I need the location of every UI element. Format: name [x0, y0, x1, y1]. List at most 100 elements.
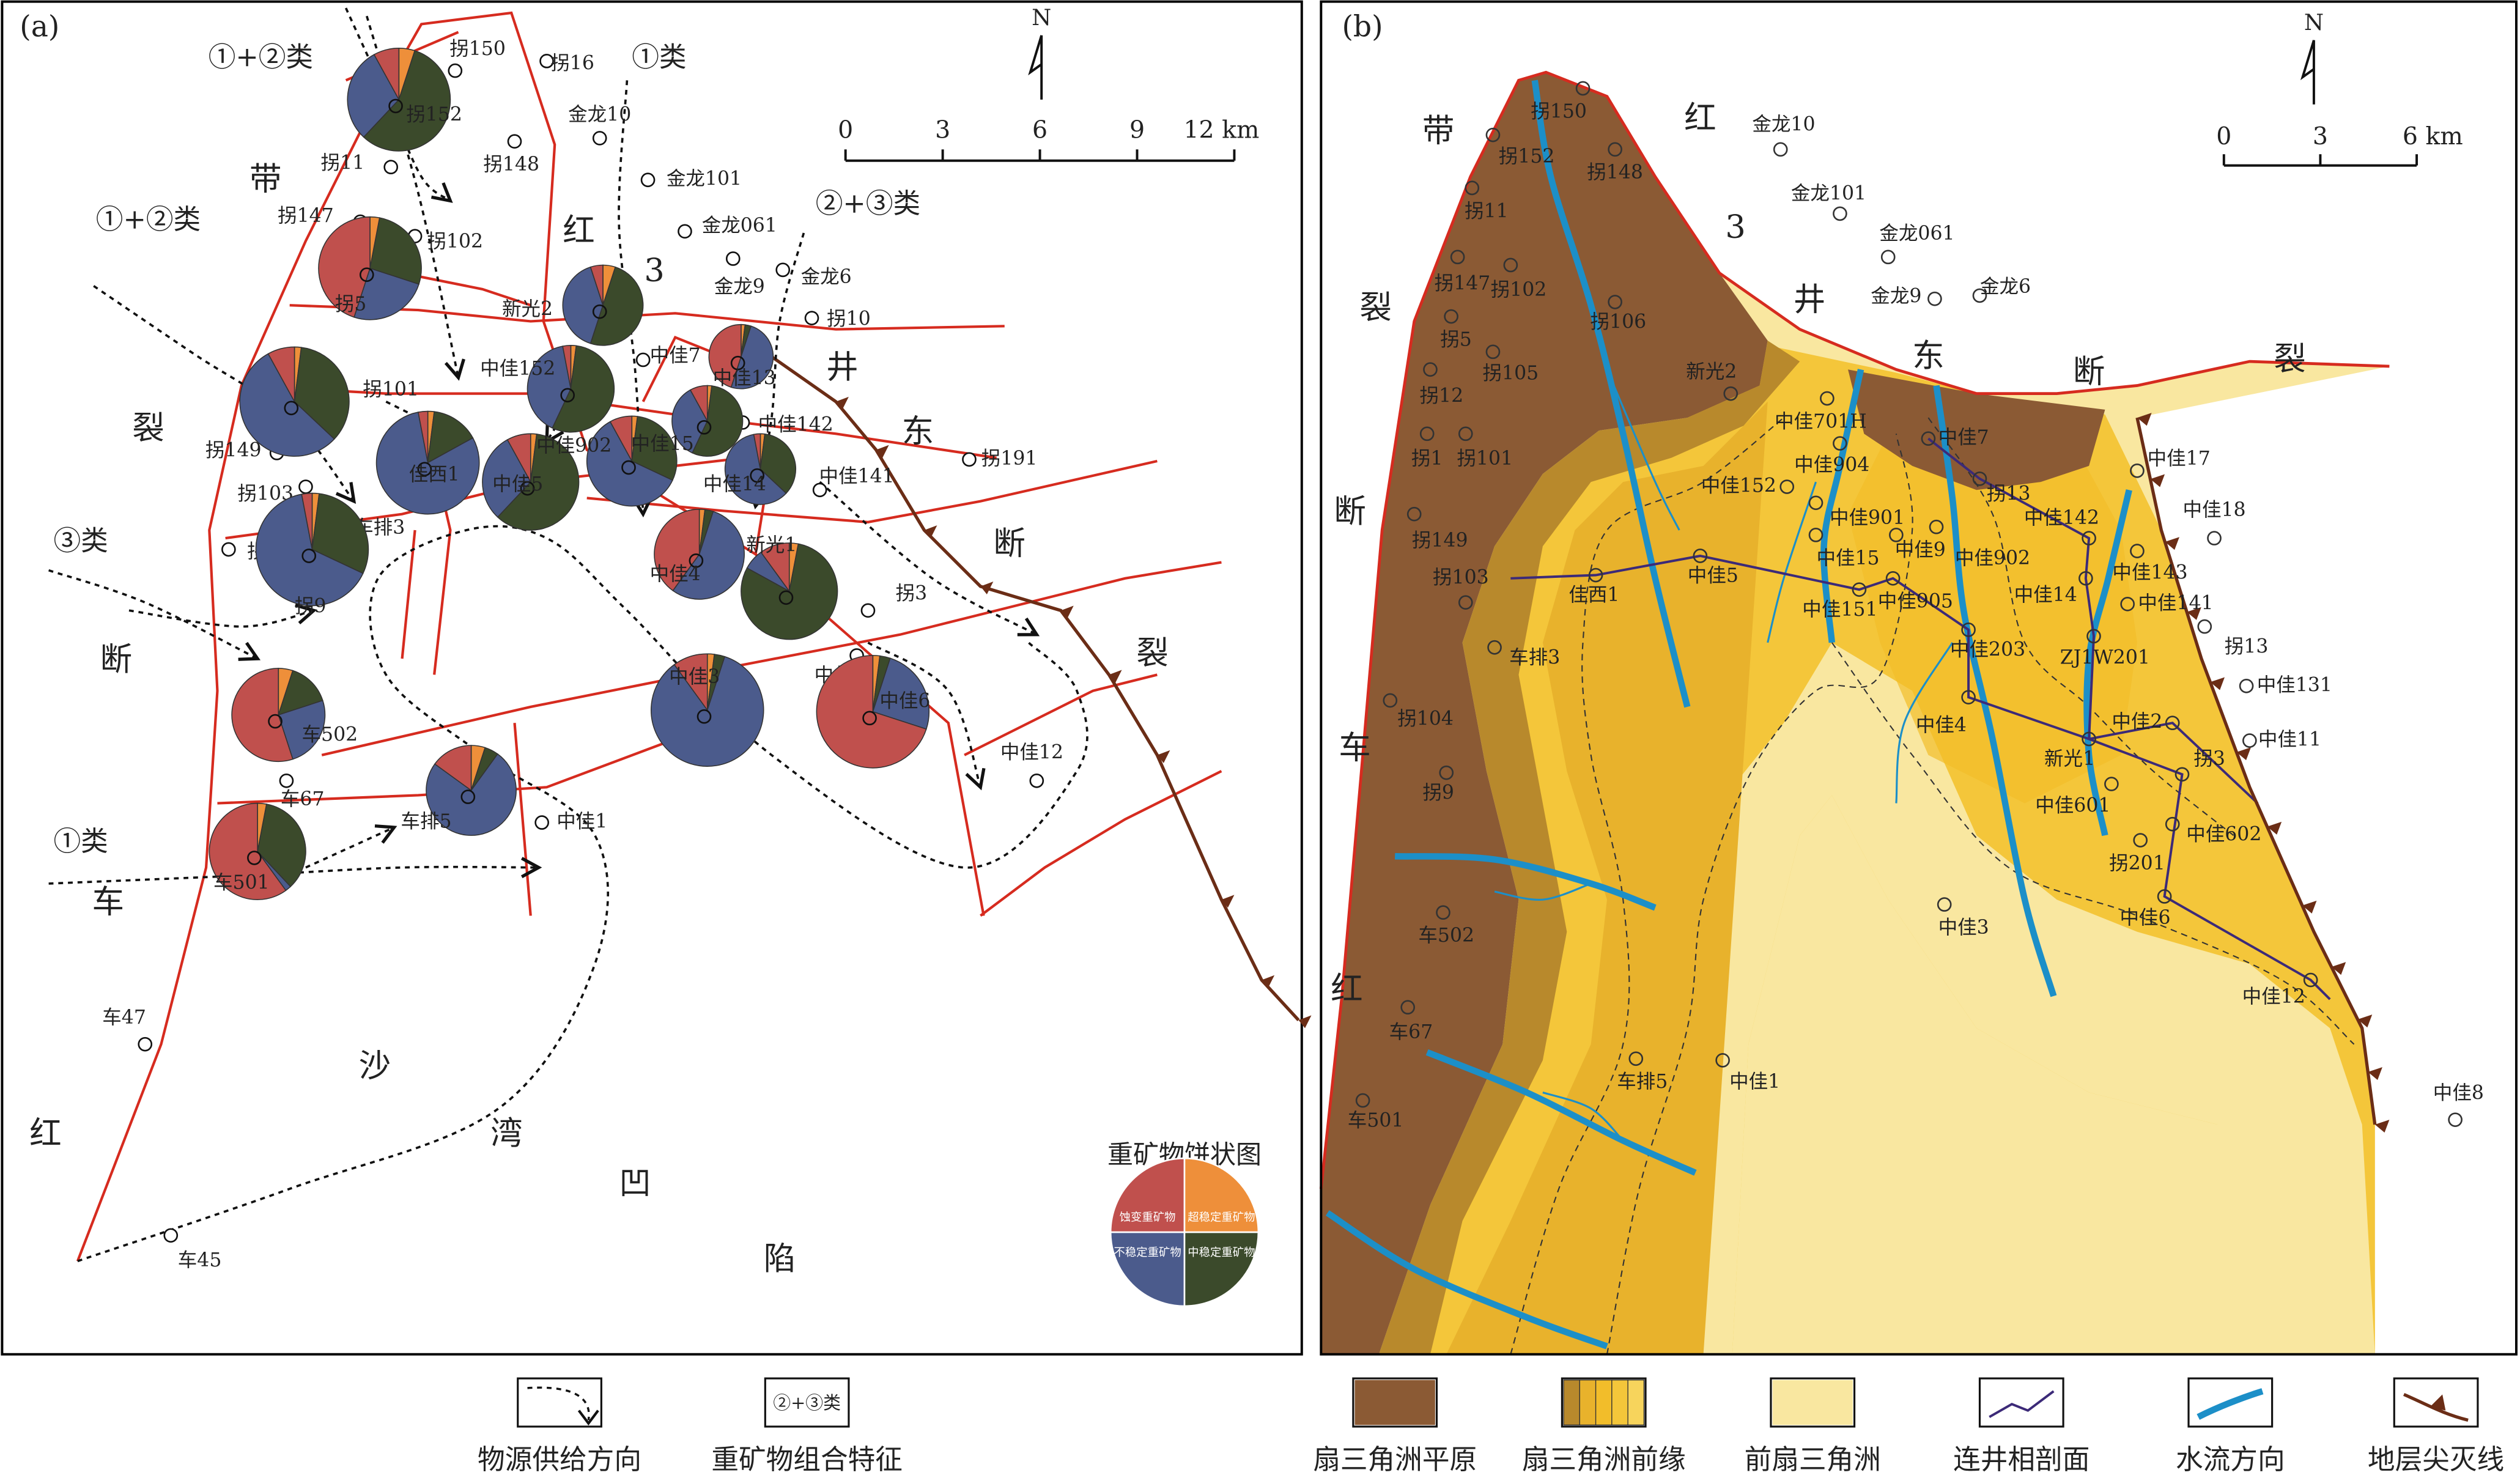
arrow-head — [1017, 617, 1040, 637]
pinch-out-tooth — [924, 525, 937, 539]
well — [1444, 309, 1458, 324]
pie-label: 新光1 — [746, 534, 797, 556]
flow-direction — [1395, 853, 1657, 911]
arrow-head — [430, 182, 453, 203]
well — [1921, 431, 1936, 446]
pro-delta-area — [1732, 795, 2375, 1354]
pinch-out-tooth — [2357, 1014, 2373, 1028]
region-label: 沙 — [359, 1048, 391, 1085]
legend-supply-arrow — [527, 1386, 590, 1421]
region-label: 红 — [1331, 970, 1363, 1007]
pie-sector — [552, 345, 615, 433]
scale-tick-label: 0 — [838, 116, 853, 144]
pie-sector — [562, 345, 572, 389]
region-label: 凹 — [619, 1164, 651, 1202]
well — [1608, 295, 1622, 309]
well-label: 中佳3 — [1938, 917, 1989, 939]
region-label: 车 — [92, 884, 125, 921]
pinch-out-tooth — [1221, 895, 1235, 908]
well — [860, 603, 876, 618]
legend-pinch-tooth — [2429, 1394, 2446, 1411]
well — [2303, 972, 2318, 988]
well — [862, 711, 877, 726]
pie-label: 车排5 — [401, 811, 451, 833]
legend-swatch — [1611, 1380, 1628, 1425]
pie-label: 新光2 — [502, 298, 553, 320]
well-label: 中佳11 — [2258, 729, 2321, 751]
legend-flow — [2197, 1388, 2264, 1420]
well — [507, 134, 522, 149]
pie-legend-sector — [1109, 1231, 1186, 1307]
well — [1972, 471, 1987, 486]
well — [778, 590, 794, 605]
facies-contour — [1927, 417, 2234, 836]
well — [1400, 1000, 1416, 1015]
pinch-out-tooth — [2187, 607, 2201, 620]
legend-swatch — [1772, 1380, 1853, 1425]
pie-label: 中佳14 — [703, 473, 766, 495]
region-label: 车 — [1339, 729, 1371, 766]
well-label: 中佳7 — [650, 345, 701, 367]
scale-tick-label: 6 — [1032, 116, 1048, 144]
well — [1885, 571, 1901, 586]
pinch-out-tooth — [835, 396, 849, 410]
pie-sector — [231, 668, 294, 763]
well — [592, 304, 607, 319]
well — [1929, 519, 1944, 534]
well — [1458, 426, 1473, 442]
well — [284, 401, 299, 416]
well — [750, 468, 765, 483]
well — [2165, 715, 2180, 731]
well — [448, 63, 463, 78]
well — [2165, 816, 2180, 832]
well — [2086, 629, 2101, 644]
pinch-out-tooth — [1109, 670, 1122, 683]
pie-label: 中佳3 — [669, 666, 720, 688]
fault-line — [513, 723, 532, 916]
well — [725, 251, 741, 266]
well-label: 拐150 — [449, 38, 506, 60]
north-label: N — [2304, 9, 2324, 35]
pie-sector — [311, 493, 369, 574]
legend-label: 重矿物组合特征 — [711, 1444, 903, 1476]
pinch-out-tooth — [1298, 1015, 1312, 1029]
legend-swatch — [1579, 1380, 1597, 1425]
well-label: 中佳12 — [1000, 742, 1063, 764]
pie-sector — [369, 217, 422, 285]
pinch-out-tooth — [1262, 975, 1275, 988]
pinch-out-tooth — [980, 582, 994, 595]
well — [689, 553, 704, 568]
well — [1889, 528, 1904, 542]
well-label: 拐149 — [205, 440, 262, 462]
well — [1972, 288, 1987, 303]
well-label: 拐150 — [1531, 100, 1587, 122]
well — [383, 160, 399, 175]
well — [592, 131, 607, 146]
panel-label: (b) — [1342, 10, 1383, 43]
well-label: 中佳9 — [1895, 539, 1946, 561]
pie-sector — [363, 50, 451, 152]
fault-line — [980, 770, 1222, 917]
pie-sector — [759, 433, 797, 494]
pie-legend-label: 超稳定重矿物 — [1188, 1211, 1255, 1224]
well-label: 拐5 — [1440, 328, 1472, 350]
well — [775, 262, 791, 278]
well — [163, 1228, 179, 1243]
pie-label: 拐152 — [406, 104, 462, 126]
well — [1439, 765, 1454, 780]
pie-sector — [373, 48, 400, 100]
well — [1773, 142, 1788, 157]
well-label: 拐9 — [1422, 781, 1454, 804]
well — [359, 267, 374, 283]
well — [138, 1036, 153, 1052]
arrow-head — [295, 604, 317, 625]
arrow-head — [520, 857, 542, 879]
legend: 物源供给方向 重矿物组合特征 扇三角洲平原 扇三角洲前缘 前扇三角洲 连井相剖面 水流方向 地… — [478, 1377, 2504, 1476]
scale-tick-label: 3 — [935, 116, 950, 144]
flow-direction — [2083, 489, 2132, 837]
pie-legend-label: 蚀变重矿物 — [1120, 1211, 1176, 1224]
section-line — [1927, 437, 2331, 1000]
well-label: 金龙101 — [1791, 182, 1866, 204]
region-label: 裂 — [1136, 634, 1169, 671]
well-label: 中佳904 — [1794, 454, 1869, 476]
